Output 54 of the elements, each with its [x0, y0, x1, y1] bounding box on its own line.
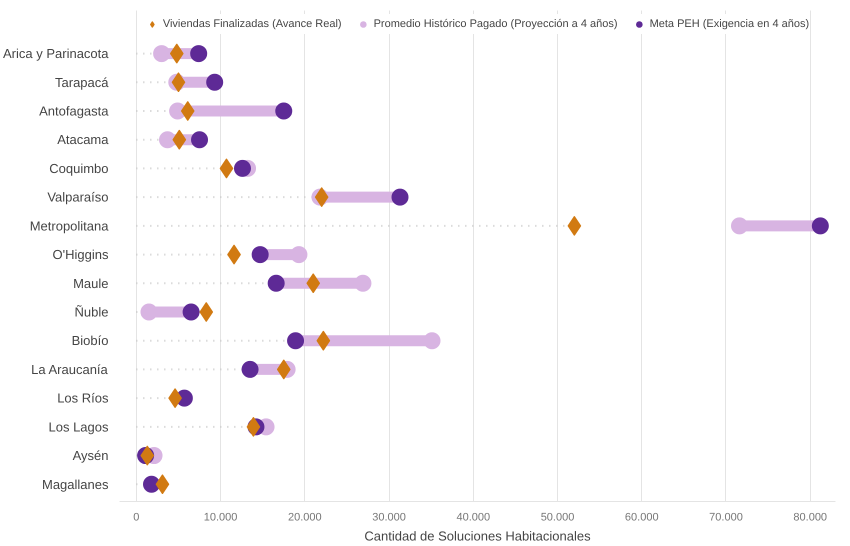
- point: [275, 102, 292, 120]
- x-tick-label: 30.000: [372, 512, 406, 524]
- y-tick-label: Coquimbo: [49, 160, 109, 176]
- y-tick-label: Aysén: [72, 448, 109, 464]
- point: [242, 360, 259, 378]
- y-tick-label: La Araucanía: [31, 362, 109, 377]
- y-tick-label: Los Ríos: [57, 390, 109, 406]
- point: [252, 246, 269, 264]
- point: [199, 302, 214, 322]
- point: [172, 130, 186, 150]
- y-tick-label: Ñuble: [74, 304, 108, 320]
- x-tick-label: 70.000: [709, 512, 743, 524]
- point: [170, 44, 184, 64]
- x-tick-label: 40.000: [456, 512, 490, 524]
- point: [268, 274, 285, 292]
- y-tick-label: Magallanes: [42, 476, 109, 492]
- x-tick-label: 20.000: [288, 512, 322, 524]
- point: [180, 100, 195, 121]
- point: [392, 188, 409, 206]
- y-tick-label: Atacama: [57, 132, 110, 148]
- x-tick-label: 10.000: [204, 512, 238, 524]
- point: [140, 304, 158, 320]
- point: [140, 446, 154, 466]
- point: [287, 332, 304, 350]
- point: [143, 476, 160, 493]
- point: [306, 273, 320, 294]
- x-tick-label: 60.000: [624, 512, 659, 524]
- y-tick-label: Los Lagos: [48, 419, 109, 434]
- point: [812, 217, 829, 234]
- point: [290, 246, 308, 264]
- y-tick-label: Maule: [73, 276, 109, 291]
- point: [234, 160, 251, 177]
- point: [190, 45, 208, 62]
- point: [730, 217, 748, 234]
- point: [276, 359, 291, 380]
- point: [424, 332, 441, 350]
- y-tick-label: O'Higgins: [52, 247, 109, 262]
- legend-label: Meta PEH (Exigencia en 4 años): [650, 18, 810, 30]
- y-tick-label: Biobío: [72, 333, 109, 348]
- y-tick-label: Tarapacá: [55, 74, 110, 90]
- point: [182, 304, 200, 320]
- x-axis-title: Cantidad de Soluciones Habitacionales: [364, 528, 592, 544]
- x-tick-label: 50.000: [540, 512, 574, 524]
- legend-label: Viviendas Finalizadas (Avance Real): [162, 18, 342, 30]
- point: [206, 74, 224, 91]
- x-tick-label: 80.000: [793, 512, 828, 524]
- y-tick-label: Valparaíso: [47, 190, 108, 205]
- point: [153, 45, 170, 62]
- y-tick-label: Arica y Parinacota: [3, 46, 110, 62]
- y-tick-label: Antofagasta: [39, 103, 110, 118]
- y-tick-label: Metropolitana: [30, 218, 110, 234]
- x-tick-label: 0: [133, 512, 140, 524]
- legend-label: Promedio Histórico Pagado (Proyección a 4 años): [374, 18, 618, 30]
- point: [191, 131, 208, 148]
